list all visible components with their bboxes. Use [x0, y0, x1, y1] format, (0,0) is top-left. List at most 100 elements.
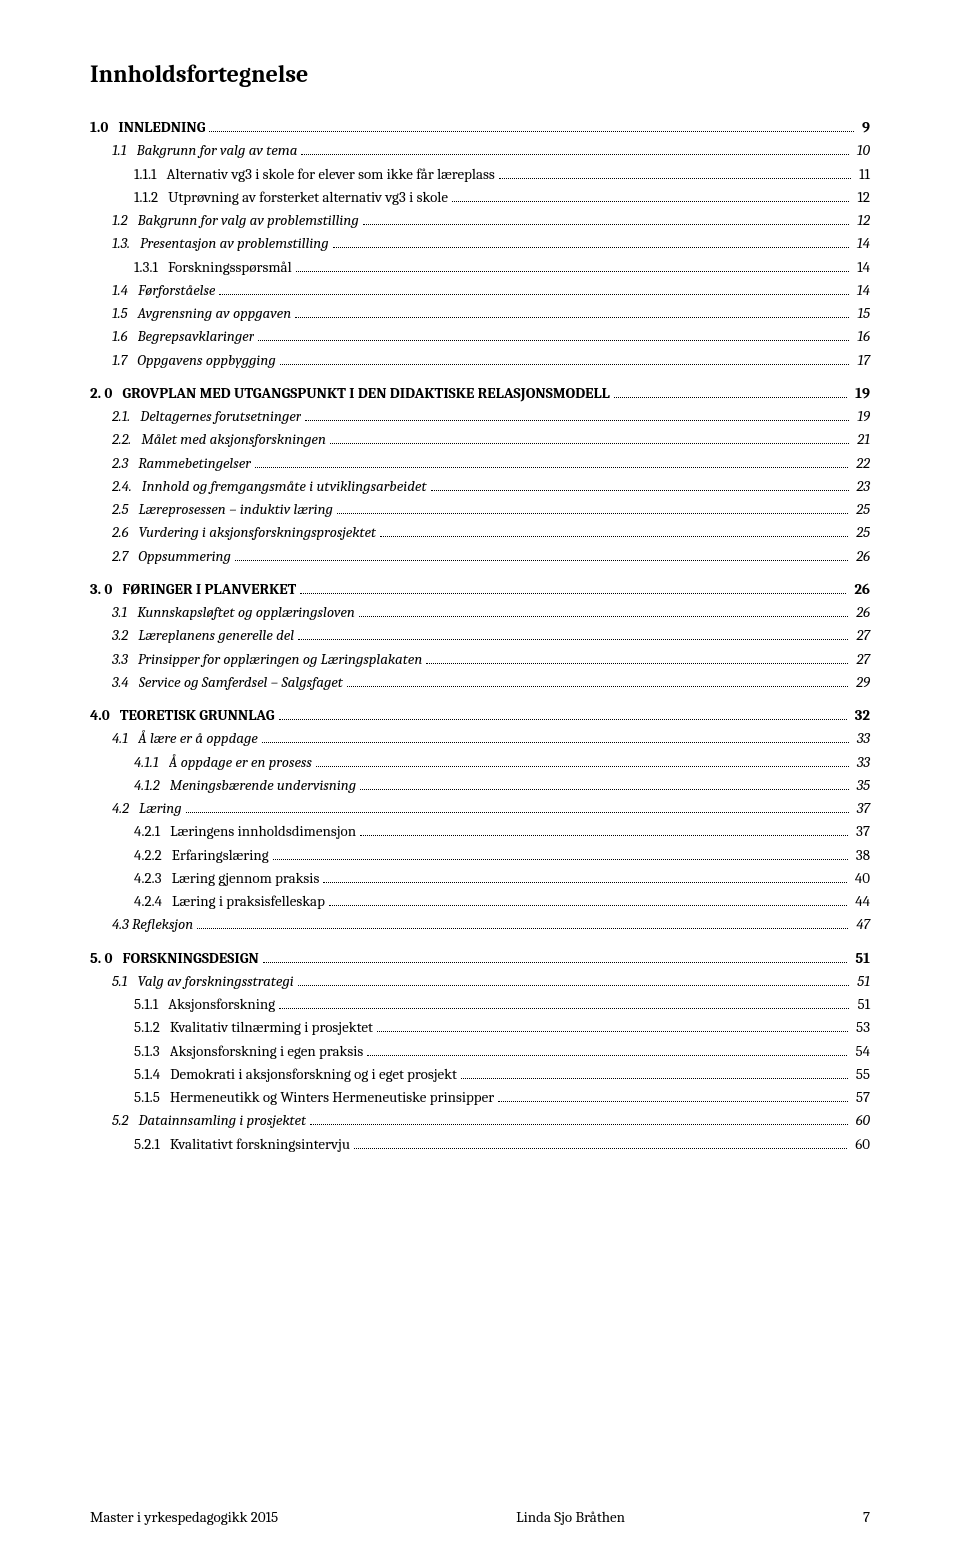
toc-number: 5.1.1 — [134, 993, 168, 1016]
toc-entry: 4.3 Refleksjon47 — [90, 913, 870, 936]
toc-number: 5.2.1 — [134, 1133, 170, 1156]
toc-label: Bakgrunn for valg av tema — [137, 139, 298, 162]
footer-left: Master i yrkespedagogikk 2015 — [90, 1508, 278, 1526]
toc-leader — [380, 536, 848, 537]
toc-page-number: 12 — [853, 209, 870, 232]
toc-page-number: 29 — [852, 671, 870, 694]
toc-label: Hermeneutikk og Winters Hermeneutiske pr… — [170, 1086, 494, 1109]
toc-label: Innhold og fremgangsmåte i utviklingsarb… — [142, 475, 427, 498]
toc-number: 1.1.1 — [134, 163, 166, 186]
toc-label: Læreplanens generelle del — [138, 624, 294, 647]
toc-page-number: 14 — [853, 279, 870, 302]
toc-page-number: 47 — [852, 913, 870, 936]
toc-label: Kvalitativ tilnærming i prosjektet — [170, 1016, 373, 1039]
toc-page-number: 33 — [853, 727, 870, 750]
toc-page-number: 55 — [852, 1063, 870, 1086]
toc-entry: 1.3.1Forskningsspørsmål14 — [90, 256, 870, 279]
toc-number: 2.6 — [112, 521, 139, 544]
toc-label: Begrepsavklaringer — [138, 325, 255, 348]
toc-label: Bakgrunn for valg av problemstilling — [138, 209, 359, 232]
toc-label: Avgrensning av oppgaven — [137, 302, 291, 325]
toc-entry: 1.1.2Utprøvning av forsterket alternativ… — [90, 186, 870, 209]
toc-label: Rammebetingelser — [138, 452, 251, 475]
toc-label: Service og Samferdsel – Salgsfaget — [139, 671, 343, 694]
toc-page-number: 54 — [851, 1040, 870, 1063]
toc-number: 5. 0 — [90, 947, 123, 970]
toc-page-number: 60 — [852, 1109, 870, 1132]
toc-entry: 1.2Bakgrunn for valg av problemstilling1… — [90, 209, 870, 232]
toc-entry: 2.4.Innhold og fremgangsmåte i utvikling… — [90, 475, 870, 498]
toc-label: Oppsummering — [138, 545, 231, 568]
toc-page-number: 51 — [853, 970, 870, 993]
toc-label: INNLEDNING — [118, 116, 205, 139]
toc-label: Læringens innholdsdimensjon — [170, 820, 356, 843]
toc-leader — [377, 1031, 848, 1032]
toc-page-number: 26 — [852, 601, 870, 624]
toc-leader — [347, 686, 848, 687]
toc-page-number: 57 — [852, 1086, 870, 1109]
toc-entry: 4.1.2Meningsbærende undervisning35 — [90, 774, 870, 797]
document-page: Innholdsfortegnelse 1.0INNLEDNING91.1Bak… — [0, 0, 960, 1554]
toc-label: Læring gjennom praksis — [172, 867, 320, 890]
toc-number: 5.1 — [112, 970, 137, 993]
toc-number: 4.2.2 — [134, 844, 172, 867]
toc-number: 1.7 — [112, 349, 137, 372]
toc-number: 1.3. — [112, 232, 140, 255]
toc-leader — [273, 859, 848, 860]
toc-entry: 5.2Datainnsamling i prosjektet60 — [90, 1109, 870, 1132]
toc-leader — [235, 560, 848, 561]
toc-entry: 5.1.1Aksjonsforskning51 — [90, 993, 870, 1016]
toc-page-number: 12 — [853, 186, 870, 209]
toc-entry: 5.1Valg av forskningsstrategi51 — [90, 970, 870, 993]
toc-page-number: 32 — [851, 704, 870, 727]
toc-entry: 5. 0FORSKNINGSDESIGN51 — [90, 947, 870, 970]
toc-entry: 4.0TEORETISK GRUNNLAG32 — [90, 704, 870, 727]
toc-number: 3.3 — [112, 648, 138, 671]
toc-leader — [426, 663, 848, 664]
toc-label: Kunnskapsløftet og opplæringsloven — [137, 601, 355, 624]
toc-leader — [298, 639, 848, 640]
toc-entry: 4.1Å lære er å oppdage33 — [90, 727, 870, 750]
toc-leader — [316, 766, 849, 767]
toc-number: 3. 0 — [90, 578, 122, 601]
toc-label: Forskningsspørsmål — [168, 256, 292, 279]
toc-label: Å oppdage er en prosess — [169, 751, 312, 774]
toc-number: 4.1.1 — [134, 751, 169, 774]
toc-label: FORSKNINGSDESIGN — [123, 947, 259, 970]
toc-leader — [359, 616, 848, 617]
toc-page-number: 40 — [851, 867, 870, 890]
toc-leader — [295, 317, 849, 318]
toc-entry: 4.2.3Læring gjennom praksis 40 — [90, 867, 870, 890]
toc-leader — [280, 364, 850, 365]
toc-entry: 3.3Prinsipper for opplæringen og Lærings… — [90, 648, 870, 671]
toc-label: Læring i praksisfelleskap — [172, 890, 325, 913]
toc-page-number: 33 — [853, 751, 870, 774]
toc-entry: 4.2Læring37 — [90, 797, 870, 820]
toc-number: 3.2 — [112, 624, 138, 647]
toc-entry: 5.1.2Kvalitativ tilnærming i prosjektet5… — [90, 1016, 870, 1039]
toc-number: 1.1 — [112, 139, 137, 162]
page-footer: Master i yrkespedagogikk 2015 Linda Sjo … — [90, 1508, 870, 1526]
toc-leader — [255, 467, 848, 468]
toc-number: 4.2.3 — [134, 867, 172, 890]
toc-entry: 2.2.Målet med aksjonsforskningen21 — [90, 428, 870, 451]
toc-leader — [279, 719, 847, 720]
toc-leader — [360, 789, 848, 790]
toc-number: 5.1.4 — [134, 1063, 170, 1086]
toc-page-number: 21 — [853, 428, 870, 451]
toc-leader — [296, 271, 850, 272]
toc-entry: 1.4Førforståelse14 — [90, 279, 870, 302]
toc-label: Aksjonsforskning — [168, 993, 275, 1016]
page-title: Innholdsfortegnelse — [90, 60, 870, 88]
toc-leader — [209, 131, 854, 132]
table-of-contents: 1.0INNLEDNING91.1Bakgrunn for valg av te… — [90, 116, 870, 1156]
toc-leader — [197, 928, 848, 929]
toc-number: 2.3 — [112, 452, 138, 475]
toc-number: 5.1.3 — [134, 1040, 170, 1063]
toc-label: FØRINGER I PLANVERKET — [122, 578, 296, 601]
toc-leader — [363, 224, 849, 225]
toc-entry: 5.1.3Aksjonsforskning i egen praksis54 — [90, 1040, 870, 1063]
toc-page-number: 37 — [852, 820, 870, 843]
toc-number: 4.0 — [90, 704, 120, 727]
toc-number: 4.2.1 — [134, 820, 170, 843]
